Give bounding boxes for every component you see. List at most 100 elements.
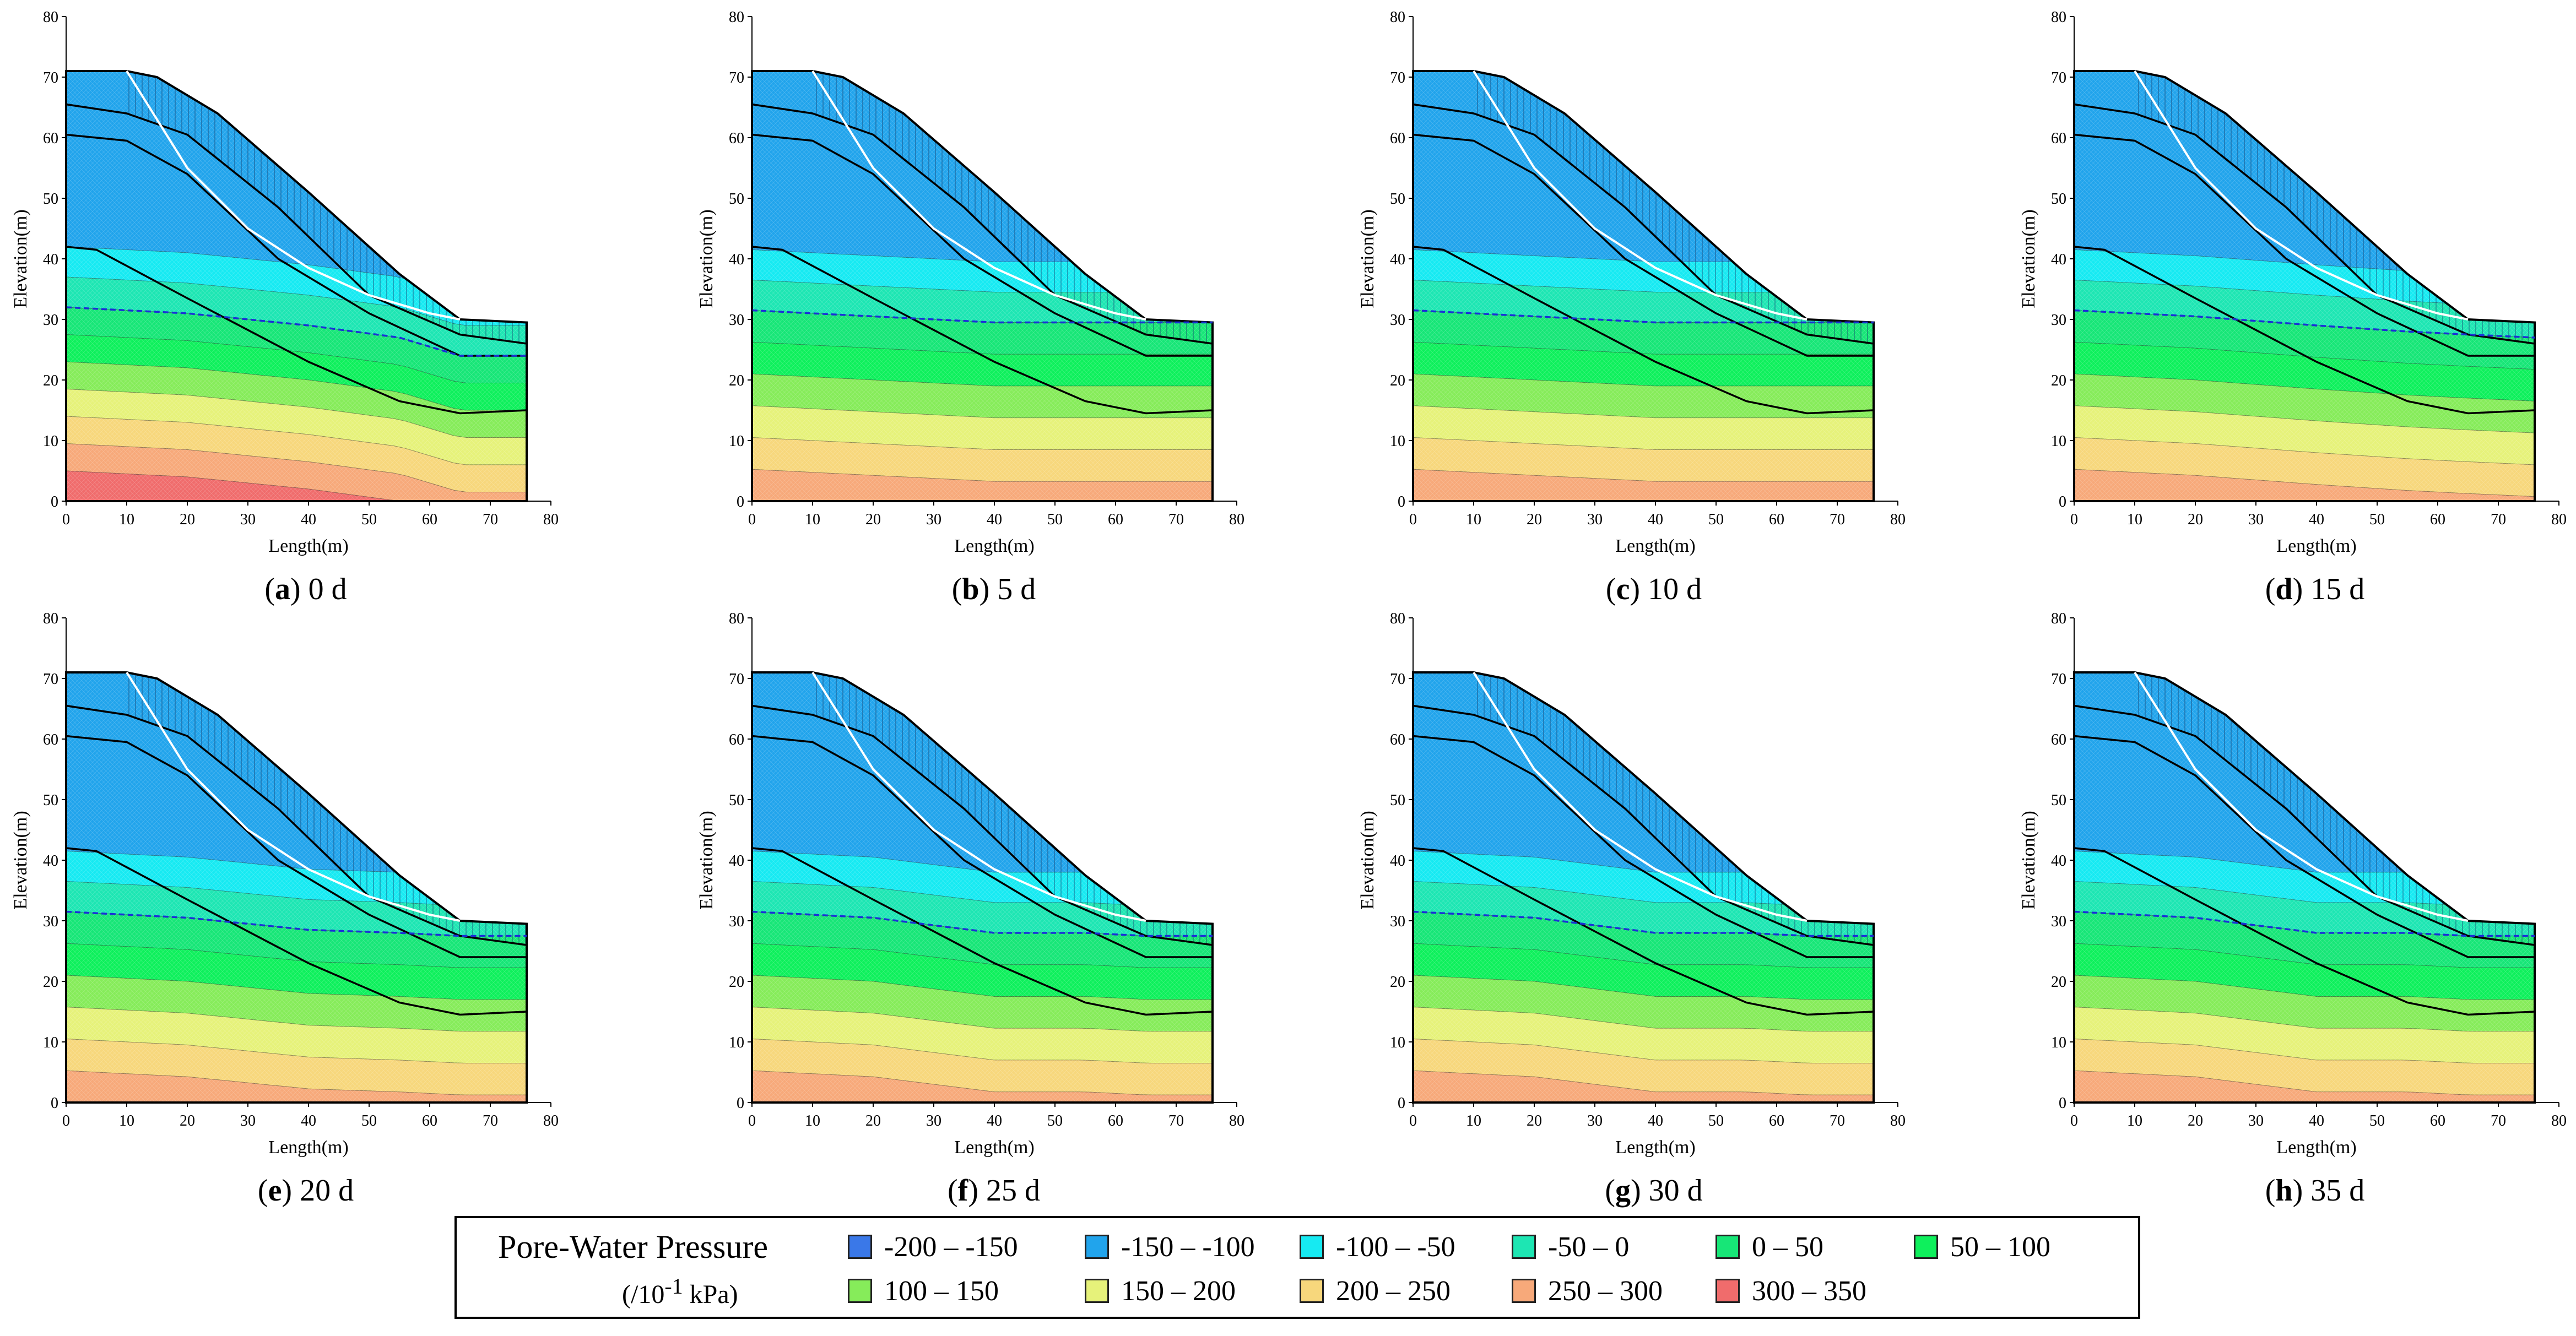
legend-swatch: [1715, 1279, 1740, 1303]
y-tick-label: 40: [729, 852, 744, 870]
stratum-boundary-2: [751, 133, 1213, 357]
y-tick-label: 70: [2051, 69, 2066, 86]
y-tick-label: 70: [729, 69, 744, 86]
water-table: [751, 910, 1213, 937]
x-tick-label: 10: [1466, 511, 1481, 528]
x-tick-label: 30: [240, 511, 256, 528]
x-tick-label: 60: [1769, 1112, 1784, 1129]
stratum-boundary-2: [1413, 735, 1874, 958]
x-tick-label: 80: [1890, 1112, 1906, 1129]
x-tick-label: 0: [62, 1112, 70, 1129]
legend-unit: (/10-1 kPa): [622, 1273, 738, 1310]
slip-surface: [126, 70, 461, 321]
y-tick-label: 10: [1390, 1034, 1405, 1051]
caption-d: (d) 15 d: [2265, 572, 2365, 606]
x-tick-label: 0: [1409, 511, 1417, 528]
y-tick-label: 0: [2059, 493, 2066, 510]
x-tick-label: 10: [805, 511, 820, 528]
y-tick-label: 60: [729, 731, 744, 748]
stratum-boundary-3: [2074, 246, 2535, 415]
legend-item: -100 – -50: [1300, 1230, 1455, 1263]
y-axis-label: Elevation(m): [10, 209, 31, 308]
y-tick-label: 80: [1390, 610, 1405, 627]
x-tick-label: 80: [1229, 1112, 1244, 1129]
legend-swatch: [1512, 1235, 1536, 1259]
panel-c: 00 10 10 20 20 30 30 40 40 50 50 60 60 70 70 80 80 Length…: [1357, 9, 1906, 556]
x-tick-label: 50: [2369, 511, 2385, 528]
y-tick-label: 30: [1390, 913, 1405, 930]
x-tick-label: 10: [2127, 1112, 2142, 1129]
water-table: [751, 309, 1213, 324]
legend-item: 250 – 300: [1512, 1274, 1663, 1307]
x-tick-label: 10: [119, 511, 134, 528]
legend-item: 200 – 250: [1300, 1274, 1451, 1307]
stratum-boundary-1: [751, 704, 1213, 946]
y-tick-label: 40: [43, 852, 58, 870]
contour-bands: [2074, 672, 2535, 1103]
legend-item: -200 – -150: [848, 1230, 1018, 1263]
stratum-boundary-2: [2074, 133, 2535, 357]
y-tick-label: 20: [43, 974, 58, 991]
x-tick-label: 10: [2127, 511, 2142, 528]
x-axis-label: Length(m): [954, 536, 1034, 556]
legend-unit-prefix: (/10: [622, 1280, 665, 1309]
y-tick-label: 70: [43, 671, 58, 688]
x-tick-label: 30: [1587, 1112, 1603, 1129]
y-tick-label: 70: [2051, 671, 2066, 688]
stratum-boundary-1: [2074, 103, 2535, 345]
y-tick-label: 20: [1390, 974, 1405, 991]
panel-g: 00 10 10 20 20 30 30 40 40 50 50 60 60 70 70 80 80 Length…: [1357, 610, 1906, 1158]
hatched-zone: [127, 71, 527, 344]
x-tick-label: 40: [2309, 1112, 2324, 1129]
y-tick-label: 0: [737, 1095, 744, 1112]
caption-d-text: 15 d: [2310, 572, 2365, 606]
y-tick-label: 10: [729, 433, 744, 450]
y-tick-label: 60: [2051, 731, 2066, 748]
x-tick-label: 30: [2248, 1112, 2264, 1129]
stratum-boundary-2: [66, 735, 527, 958]
y-tick-label: 0: [51, 493, 58, 510]
x-tick-label: 20: [865, 1112, 881, 1129]
x-tick-label: 20: [2188, 511, 2203, 528]
y-tick-label: 50: [2051, 191, 2066, 208]
stratum-boundary-1: [1413, 704, 1874, 946]
x-tick-label: 70: [1830, 1112, 1845, 1129]
x-tick-label: 70: [2491, 1112, 2506, 1129]
stratum-boundary-2: [1413, 133, 1874, 357]
y-tick-label: 20: [43, 372, 58, 389]
x-axis-label: Length(m): [1615, 536, 1695, 556]
x-tick-label: 0: [1409, 1112, 1417, 1129]
y-tick-label: 30: [729, 312, 744, 329]
stratum-boundary-3: [1413, 847, 1874, 1016]
y-tick-label: 30: [2051, 312, 2066, 329]
stratum-boundary-3: [751, 847, 1213, 1016]
y-tick-label: 10: [1390, 433, 1405, 450]
y-tick-label: 10: [2051, 433, 2066, 450]
x-axis-label: Length(m): [268, 1137, 348, 1158]
caption-a-text: 0 d: [308, 572, 347, 606]
caption-c-text: 10 d: [1648, 572, 1702, 606]
x-tick-label: 30: [240, 1112, 256, 1129]
x-tick-label: 30: [2248, 511, 2264, 528]
hatched-zone: [2135, 672, 2535, 945]
x-tick-label: 80: [543, 1112, 559, 1129]
x-tick-label: 60: [1769, 511, 1784, 528]
hatched-zone: [1474, 71, 1874, 344]
stratum-boundary-3: [66, 246, 527, 415]
x-tick-label: 40: [301, 1112, 316, 1129]
x-axis-label: Length(m): [954, 1137, 1034, 1158]
x-tick-label: 70: [1168, 511, 1184, 528]
contour-bands: [66, 672, 527, 1103]
legend-item: 0 – 50: [1715, 1230, 1823, 1263]
stratum-boundary-1: [2074, 704, 2535, 946]
contour-bands: [752, 672, 1213, 1103]
slip-surface: [1473, 70, 1807, 321]
legend: Pore-Water Pressure (/10-1 kPa) -200 – -…: [454, 1216, 2140, 1319]
x-tick-label: 70: [483, 1112, 498, 1129]
slip-surface: [2134, 671, 2469, 922]
y-tick-label: 40: [729, 251, 744, 268]
x-tick-label: 60: [2430, 511, 2445, 528]
x-tick-label: 70: [1830, 511, 1845, 528]
x-tick-label: 0: [748, 1112, 756, 1129]
y-tick-label: 50: [729, 191, 744, 208]
